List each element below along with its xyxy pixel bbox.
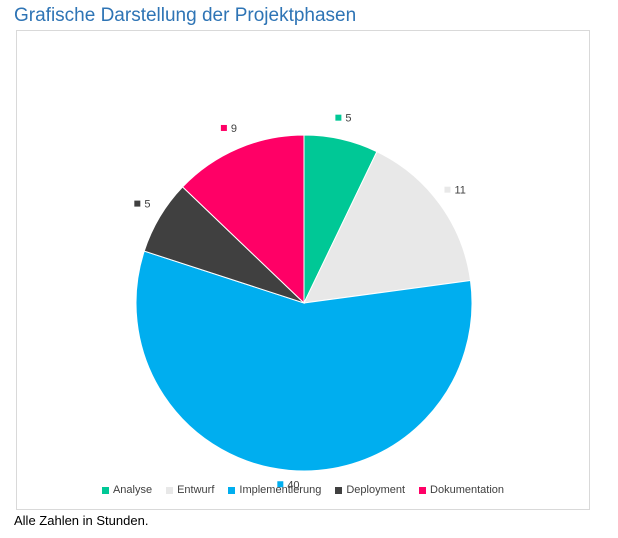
data-label-marker [444, 186, 451, 193]
chart-legend: Analyse Entwurf Implementierung Deployment D… [17, 484, 589, 496]
legend-item-implementierung: Implementierung [228, 484, 321, 496]
pie-chart: 5 11 40 5 9 [134, 113, 473, 491]
page-title: Grafische Darstellung der Projektphasen [14, 5, 357, 26]
data-label-marker [220, 124, 227, 131]
legend-label: Deployment [346, 484, 406, 496]
pie-slice-entwurf [303, 150, 472, 304]
legend-label: Analyse [112, 484, 153, 496]
legend-item-analyse: Analyse [101, 484, 153, 496]
legend-swatch [335, 486, 343, 494]
legend-swatch [101, 486, 109, 494]
data-label-dokumentation: 9 [220, 123, 237, 135]
data-label-deployment: 5 [134, 199, 150, 211]
data-label-analyse: 5 [335, 113, 352, 125]
legend-swatch [419, 486, 427, 494]
data-label-implementierung: 40 [277, 479, 300, 491]
legend-swatch [166, 486, 174, 494]
data-label-value: 5 [144, 199, 150, 211]
data-label-value: 40 [287, 479, 299, 491]
legend-label: Implementierung [239, 484, 322, 496]
chart-caption: Alle Zahlen in Stunden. [14, 513, 149, 528]
pie-data-labels: 5 11 40 5 9 [134, 113, 466, 491]
pie-chart-frame: 5 11 40 5 9 Analyse Entwurf Implementierung Dep… [16, 30, 590, 510]
legend-item-dokumentation: Dokumentation [419, 484, 504, 496]
data-label-entwurf: 11 [444, 185, 466, 197]
legend-item-entwurf: Entwurf [166, 484, 214, 496]
data-label-marker [277, 481, 284, 488]
legend-swatch [228, 486, 236, 494]
legend-label: Entwurf [177, 484, 215, 496]
legend-label: Dokumentation [430, 484, 505, 496]
data-label-marker [335, 114, 342, 121]
pie-slice-dokumentation [181, 134, 305, 305]
pie-slices [135, 134, 473, 472]
pie-slice-implementierung [135, 250, 473, 472]
legend-item-deployment: Deployment [335, 484, 405, 496]
data-label-value: 5 [345, 113, 351, 125]
data-label-value: 9 [231, 123, 237, 135]
data-label-value: 11 [454, 185, 465, 197]
data-label-marker [134, 200, 141, 207]
